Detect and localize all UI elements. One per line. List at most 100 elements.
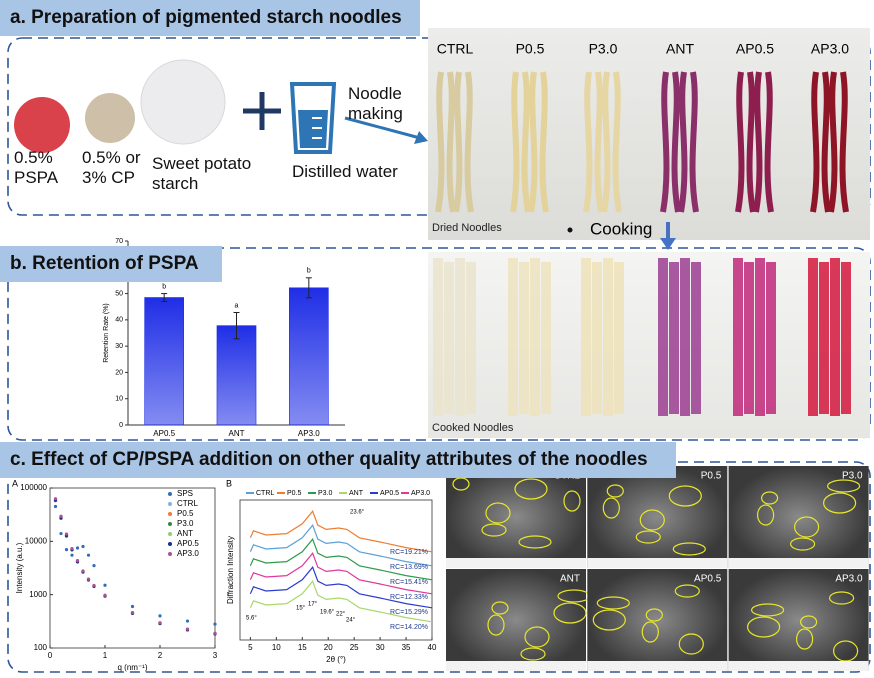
pore-outline: [514, 478, 548, 500]
dried-noodle: [594, 71, 604, 213]
x-tick-label: 2: [158, 651, 163, 660]
pore-outline: [452, 477, 470, 491]
sem-label: P3.0: [842, 471, 863, 482]
y-tick-label: 0: [119, 422, 123, 429]
y-axis-label: Intensity (a.u.): [15, 542, 24, 593]
pore-outline: [789, 537, 816, 551]
dried-noodle: [671, 71, 681, 213]
sem-info-bar: [587, 661, 728, 671]
data-point: [64, 532, 69, 536]
y-tick-label: 10: [115, 396, 123, 403]
dried-noodle: [601, 71, 611, 213]
pore-outline: [635, 530, 661, 544]
dried-noodle: [689, 71, 699, 213]
cooked-noodle: [581, 258, 591, 416]
pore-outline: [826, 479, 861, 493]
data-point: [64, 547, 69, 552]
dried-noodle: [435, 71, 445, 213]
cooked-noodle: [733, 258, 743, 416]
pore-outline: [799, 615, 818, 629]
plot-frame: [49, 487, 216, 649]
ingredient-label: 0.5% PSPA: [14, 148, 59, 187]
sem-label: AP3.0: [835, 574, 863, 585]
xrd-curve: [249, 580, 433, 623]
data-point: [185, 619, 190, 623]
sem-label: ANT: [560, 574, 580, 585]
pore-outline: [822, 492, 857, 514]
pore-outline: [563, 490, 581, 512]
sample-label: P3.0: [589, 41, 618, 57]
panel-title: a. Preparation of pigmented starch noodl…: [0, 0, 420, 36]
sem-info-bar: [446, 558, 586, 568]
sem-info-bar: [728, 558, 869, 568]
y-tick-label: 10000: [25, 536, 48, 545]
xrd-curve: [249, 566, 433, 609]
y-axis-label: Diffraction Intensity: [226, 536, 235, 604]
beaker-icon: [289, 82, 337, 154]
sem-info-bar: [728, 661, 869, 671]
pore-outline: [491, 601, 509, 615]
dried-noodle: [678, 71, 688, 213]
plot-frame: [239, 499, 433, 641]
peak-label: 5.6°: [246, 616, 257, 622]
legend-marker: [168, 502, 172, 506]
significance-letter: a: [235, 302, 239, 309]
legend-label: P0.5: [287, 490, 302, 497]
data-point: [86, 553, 91, 557]
data-point: [81, 569, 85, 573]
cooked-noodle: [592, 262, 602, 414]
pore-outline: [481, 523, 507, 537]
dried-noodle: [539, 71, 549, 213]
xrd-curve: [249, 510, 433, 553]
data-point: [81, 544, 85, 549]
cooked-noodle: [603, 258, 613, 416]
dried-noodle: [753, 71, 763, 213]
data-point: [92, 583, 96, 588]
legend-label: ANT: [177, 529, 193, 538]
arrow-head: [414, 131, 428, 144]
bar: [144, 297, 184, 426]
data-point: [158, 614, 162, 618]
data-point: [70, 547, 74, 551]
dried-noodle: [446, 71, 456, 213]
x-tick-label: 30: [376, 643, 385, 652]
bar: [289, 287, 329, 426]
peak-label: 22°: [336, 612, 346, 618]
cooked-noodle: [444, 262, 454, 414]
peak-label: 24°: [346, 618, 356, 624]
legend-marker: [168, 542, 172, 546]
data-point: [86, 577, 91, 581]
bar: [216, 325, 257, 426]
cooked-noodle: [680, 258, 690, 416]
peak-label: 23.6°: [350, 510, 365, 516]
legend-label: AP0.5: [380, 490, 399, 497]
data-point: [53, 497, 58, 501]
panel-label: B: [226, 478, 232, 488]
photo-label: Dried Noodles: [432, 222, 502, 234]
x-tick-label: 3: [213, 651, 218, 660]
cooked-noodle: [519, 262, 529, 414]
rc-label: RC=14.20%: [390, 624, 428, 631]
pore-outline: [520, 647, 546, 661]
step-label: Cooking: [590, 219, 652, 238]
data-point: [59, 531, 63, 536]
legend-label: AP3.0: [411, 490, 430, 497]
sample-label: P0.5: [516, 41, 545, 57]
legend-marker: [168, 552, 172, 556]
sample-label: AP0.5: [736, 41, 774, 57]
sem-image: [446, 569, 586, 671]
x-tick-label: 5: [248, 643, 253, 652]
y-axis-label: Retention Rate (%): [103, 303, 110, 363]
pore-outline: [756, 504, 775, 526]
x-tick-label: 10: [272, 643, 281, 652]
pore-outline: [596, 596, 630, 610]
data-point: [103, 593, 107, 597]
pore-outline: [674, 584, 700, 598]
dried-noodle: [510, 71, 520, 213]
starch-powder: [140, 59, 226, 145]
pore-outline: [518, 535, 552, 549]
dried-noodle: [612, 71, 622, 213]
y-tick-label: 100: [34, 643, 48, 652]
pore-outline: [668, 485, 702, 507]
